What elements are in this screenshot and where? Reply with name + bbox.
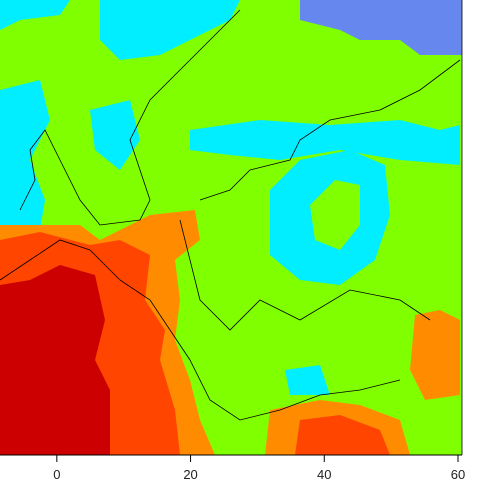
coastlines xyxy=(0,0,463,455)
raster-hot-region xyxy=(295,415,390,455)
x-tick-label: 0 xyxy=(53,467,60,482)
coastline xyxy=(19,9,241,226)
raster-cool-region xyxy=(190,120,460,165)
x-tick-label: 60 xyxy=(451,467,465,482)
raster-cool-ring xyxy=(270,150,390,285)
x-tick-label: 40 xyxy=(317,467,331,482)
raster-cool-region xyxy=(285,365,330,395)
raster-cool-region xyxy=(90,100,140,170)
raster-cool-region xyxy=(0,0,70,30)
raster-hottest-region xyxy=(0,265,110,455)
border xyxy=(179,219,431,331)
raster xyxy=(0,0,462,455)
raster-cold-region xyxy=(300,0,462,55)
x-axis: 0 20 40 60 xyxy=(53,455,465,482)
raster-cool-region xyxy=(100,0,240,60)
raster-warm-region xyxy=(410,310,460,400)
border xyxy=(0,239,401,421)
raster-cool-region xyxy=(0,80,50,230)
x-tick-label: 20 xyxy=(183,467,197,482)
coastline xyxy=(199,59,461,201)
